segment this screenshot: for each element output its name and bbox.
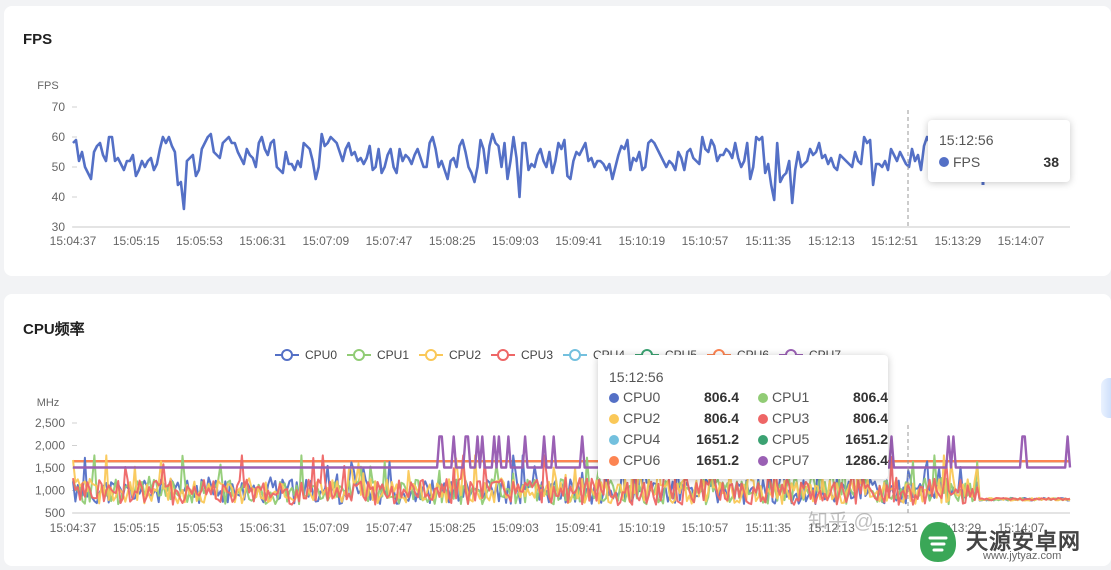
cpu-tooltip-label: CPU6: [623, 452, 661, 468]
fps-x-tick-label: 15:11:35: [745, 234, 791, 248]
cpu-tooltip-dot: [758, 456, 768, 466]
fps-x-tick-label: 15:09:41: [555, 234, 602, 248]
fps-x-tick-label: 15:05:53: [176, 234, 223, 248]
cpu-panel: CPU频率: [4, 294, 1111, 566]
cpu-tooltip-value: 1286.4: [845, 452, 888, 468]
cpu-x-tick-label: 15:05:53: [176, 521, 223, 535]
cpu-x-tick-label: 15:11:35: [745, 521, 791, 535]
cpu-tooltip-value: 806.4: [852, 410, 888, 426]
cpu-tooltip-value: 806.4: [703, 410, 739, 426]
cpu-tooltip-value: 806.4: [852, 389, 888, 405]
fps-x-tick-label: 15:13:29: [934, 234, 981, 248]
fps-chart[interactable]: FPS 30 40 50 60 70 15:04:37 15:05:15 15:05:53 15:…: [0, 0, 1111, 280]
legend-label: CPU3: [521, 348, 554, 362]
legend-swatch-icon: [275, 349, 299, 361]
fps-x-tick-label: 15:06:31: [239, 234, 286, 248]
fps-tooltip: 15:12:56 FPS 38: [928, 120, 1070, 182]
cpu-x-tick-label: 15:12:51: [871, 521, 918, 535]
cpu-tooltip: 15:12:56 CPU0 806.4 CPU1 806.4 CPU2 806.4 CPU3…: [598, 355, 888, 479]
fps-series-line: [72, 132, 932, 211]
fps-x-tick-label: 15:09:03: [492, 234, 539, 248]
cpu-series-cpu7: [73, 435, 1072, 469]
legend-swatch-icon: [491, 349, 515, 361]
cpu-x-tick-label: 15:05:15: [113, 521, 160, 535]
fps-tooltip-value: 38: [1043, 154, 1059, 170]
watermark-logo-icon: [920, 522, 956, 562]
fps-x-tick-label: 15:07:47: [366, 234, 413, 248]
fps-y-tick-label: 40: [52, 190, 66, 204]
cpu-x-tick-label: 15:06:31: [239, 521, 286, 535]
cpu-x-tick-label: 15:10:57: [682, 521, 729, 535]
cpu-y-tick-label: 1,000: [35, 484, 65, 498]
cpu-x-tick-label: 15:09:03: [492, 521, 539, 535]
cpu-tooltip-label: CPU3: [772, 410, 810, 426]
fps-x-tick-label: 15:07:09: [302, 234, 349, 248]
fps-tooltip-label: FPS: [953, 154, 981, 170]
cpu-tooltip-label: CPU0: [623, 389, 661, 405]
fps-x-tick-label: 15:04:37: [50, 234, 97, 248]
faint-watermark: 知乎 @: [808, 511, 874, 533]
cpu-x-tick-label: 15:12:13: [808, 521, 855, 535]
cpu-y-tick-label: 1,500: [35, 461, 65, 475]
watermark-text: 天源安卓网: [966, 529, 1082, 554]
cpu-y-tick-label: 500: [45, 506, 65, 520]
legend-swatch-icon: [347, 349, 371, 361]
legend-label: CPU0: [305, 348, 338, 362]
fps-x-tick-label: 15:05:15: [113, 234, 160, 248]
cpu-x-tick-label: 15:07:09: [302, 521, 349, 535]
cpu-tooltip-value: 1651.2: [696, 431, 739, 447]
cpu-x-tick-label: 15:07:47: [366, 521, 413, 535]
watermark-url: www.jytyaz.com: [983, 550, 1062, 562]
cpu-x-tick-label: 15:04:37: [50, 521, 97, 535]
cpu-tooltip-label: CPU1: [772, 389, 810, 405]
cpu-tooltip-value: 1651.2: [845, 431, 888, 447]
cpu-tooltip-dot: [758, 414, 768, 424]
cpu-series-cpu2: [72, 454, 1071, 505]
cpu-tooltip-label: CPU4: [623, 431, 661, 447]
cpu-tooltip-dot: [609, 393, 619, 403]
legend-label: CPU2: [449, 348, 482, 362]
fps-y-tick-label: 70: [52, 100, 66, 114]
cpu-y-tick-label: 2,500: [35, 416, 65, 430]
fps-tooltip-dot: [939, 157, 949, 167]
cpu-tooltip-label: CPU5: [772, 431, 810, 447]
fps-x-tick-label: 15:08:25: [429, 234, 476, 248]
fps-y-tick-label: 50: [52, 160, 66, 174]
cpu-x-tick-label: 15:09:41: [555, 521, 602, 535]
fps-panel-title: FPS: [23, 31, 53, 48]
legend-swatch-icon: [419, 349, 443, 361]
legend-swatch-icon: [563, 349, 587, 361]
cpu-chart[interactable]: MHz 500 1,000 1,500 2,000 2,500 15:04:37 15:05:…: [0, 290, 1111, 550]
cpu-tooltip-value: 1651.2: [696, 452, 739, 468]
fps-x-tick-label: 15:12:51: [871, 234, 918, 248]
fps-y-tick-label: 30: [52, 220, 66, 234]
fps-y-tick-label: 60: [52, 130, 66, 144]
fps-x-tick-label: 15:12:13: [808, 234, 855, 248]
cpu-series-cpu3: [72, 454, 1071, 507]
cpu-tooltip-dot: [609, 435, 619, 445]
cpu-tooltip-dot: [609, 456, 619, 466]
cpu-y-tick-label: 2,000: [35, 439, 65, 453]
cpu-tooltip-value: 806.4: [703, 389, 739, 405]
fps-x-tick-label: 15:10:19: [618, 234, 665, 248]
cpu-x-tick-label: 15:14:07: [998, 521, 1045, 535]
fps-y-axis-label: FPS: [37, 80, 58, 92]
cpu-y-axis-label: MHz: [37, 397, 60, 409]
cpu-tooltip-dot: [609, 414, 619, 424]
cpu-x-tick-label: 15:10:19: [618, 521, 665, 535]
cpu-tooltip-dot: [758, 393, 768, 403]
fps-tooltip-time: 15:12:56: [939, 132, 994, 148]
cpu-tooltip-dot: [758, 435, 768, 445]
cpu-x-tick-label: 15:08:25: [429, 521, 476, 535]
fps-x-tick-label: 15:14:07: [998, 234, 1045, 248]
cpu-tooltip-label: CPU2: [623, 410, 661, 426]
legend-label: CPU1: [377, 348, 410, 362]
cpu-tooltip-label: CPU7: [772, 452, 810, 468]
side-expand-tab[interactable]: [1101, 378, 1111, 418]
cpu-tooltip-time: 15:12:56: [609, 369, 664, 385]
fps-x-tick-label: 15:10:57: [682, 234, 729, 248]
cpu-panel-title: CPU频率: [23, 321, 85, 338]
